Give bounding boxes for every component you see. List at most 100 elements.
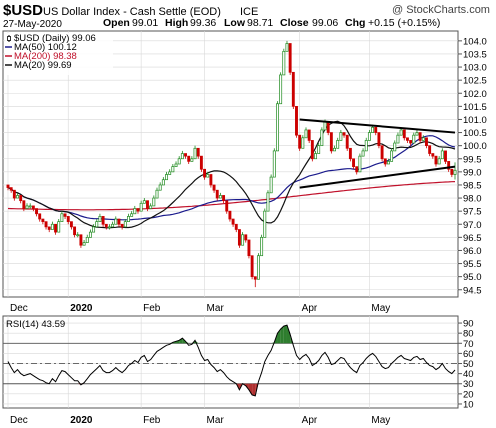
candle-body xyxy=(237,229,241,246)
legend-item-price: $USD (Daily) 99.06 xyxy=(14,33,96,44)
candle-body xyxy=(193,147,197,160)
rsi-month-label: May xyxy=(371,415,390,426)
candle-body xyxy=(25,205,29,209)
candle-body xyxy=(158,184,162,191)
legend-item-ma200: MA(200) 98.38 xyxy=(14,51,77,62)
price-tick-label: 98.5 xyxy=(463,180,482,191)
candle-body xyxy=(12,189,16,199)
rsi-tick-label: 10 xyxy=(463,399,474,410)
candle-body xyxy=(317,145,321,154)
candle-body xyxy=(390,150,394,162)
candle-body xyxy=(326,121,330,133)
candle-body xyxy=(418,132,422,141)
rsi-oversold-fill xyxy=(252,383,256,396)
candle-body xyxy=(348,147,352,160)
candle-body xyxy=(139,202,143,212)
candle-body xyxy=(168,171,172,175)
rsi-label: RSI(14) 43.59 xyxy=(6,319,65,330)
price-tick-label: 99.0 xyxy=(463,167,482,178)
candle-body xyxy=(364,140,368,152)
candle-body xyxy=(184,153,187,157)
candle-body xyxy=(88,231,92,238)
candle-body xyxy=(358,155,362,173)
candle-body xyxy=(367,132,371,141)
candle-body xyxy=(218,195,222,199)
candle-body xyxy=(256,255,260,280)
candle-body xyxy=(38,213,42,220)
candle-body xyxy=(345,134,349,149)
candle-body xyxy=(133,208,137,215)
candle-body xyxy=(440,150,444,160)
price-month-label: May xyxy=(371,303,390,314)
candle-body xyxy=(92,226,96,233)
price-month-label: 2020 xyxy=(70,303,93,314)
price-tick-label: 103.5 xyxy=(463,49,487,60)
rsi-line xyxy=(7,324,456,397)
price-tick-label: 102.5 xyxy=(463,76,487,87)
price-tick-label: 97.0 xyxy=(463,220,482,231)
price-tick-label: 103.0 xyxy=(463,63,487,74)
candle-body xyxy=(50,223,54,230)
candle-body xyxy=(234,223,238,230)
candle-body xyxy=(155,189,159,199)
candle-body xyxy=(361,150,365,157)
symbol-title: $USD xyxy=(3,2,43,19)
low-value: 98.71 xyxy=(247,17,273,29)
candle-body xyxy=(127,216,130,222)
rsi-month-label: Mar xyxy=(207,415,225,426)
candle-body xyxy=(222,195,226,202)
rsi-tick-label: 90 xyxy=(463,319,474,330)
candle-body xyxy=(79,234,83,246)
candle-body xyxy=(329,132,333,152)
candle-body xyxy=(190,158,194,162)
candle-body xyxy=(206,174,210,178)
rsi-tick-label: 70 xyxy=(463,339,474,350)
price-tick-label: 104.0 xyxy=(463,36,487,47)
candle-body xyxy=(174,163,178,167)
candle-body xyxy=(288,43,292,73)
candle-body xyxy=(73,226,77,236)
candle-body xyxy=(269,176,273,194)
candle-body xyxy=(241,234,245,246)
rsi-tick-label: 80 xyxy=(463,329,474,340)
candle-body xyxy=(85,237,89,243)
candle-body xyxy=(60,213,64,222)
candle-body xyxy=(209,174,213,186)
candle-body xyxy=(402,129,406,139)
candle-body xyxy=(266,192,270,212)
open-label: Open xyxy=(103,17,130,29)
candle-body xyxy=(66,216,70,222)
rsi-tick-label: 30 xyxy=(463,379,474,390)
candle-body xyxy=(180,153,184,160)
candle-body xyxy=(336,140,340,149)
price-y-axis: 94.5 95.0 95.5 96.0 96.5 97.0 97.5 98.0 98.5 99.0… xyxy=(458,36,487,296)
candle-body xyxy=(276,103,279,152)
candle-body xyxy=(231,218,235,225)
legend-item-ma50: MA(50) 100.12 xyxy=(14,42,77,53)
rsi-marks xyxy=(7,324,456,397)
candle-body xyxy=(415,132,419,136)
candle-body xyxy=(298,134,302,149)
candle-body xyxy=(279,74,283,105)
candle-body xyxy=(196,147,200,157)
candle-body xyxy=(161,179,165,186)
legend-item-ma20: MA(20) 99.69 xyxy=(14,60,72,71)
candle-body xyxy=(323,121,327,131)
candle-body xyxy=(253,276,257,280)
candle-body xyxy=(228,210,232,220)
price-tick-label: 96.0 xyxy=(463,246,482,257)
candle-body xyxy=(434,155,438,165)
candle-body xyxy=(212,184,216,191)
candle-body xyxy=(333,147,336,152)
candle-body xyxy=(285,43,289,52)
candle-body xyxy=(444,150,447,162)
price-tick-label: 102.0 xyxy=(463,89,487,100)
candle-body xyxy=(41,218,45,222)
ma20-line xyxy=(7,120,456,229)
rsi-tick-label: 20 xyxy=(463,389,474,400)
candle-body xyxy=(314,153,317,160)
price-panel xyxy=(2,30,459,298)
candle-body xyxy=(203,168,207,178)
candle-body xyxy=(409,140,413,144)
